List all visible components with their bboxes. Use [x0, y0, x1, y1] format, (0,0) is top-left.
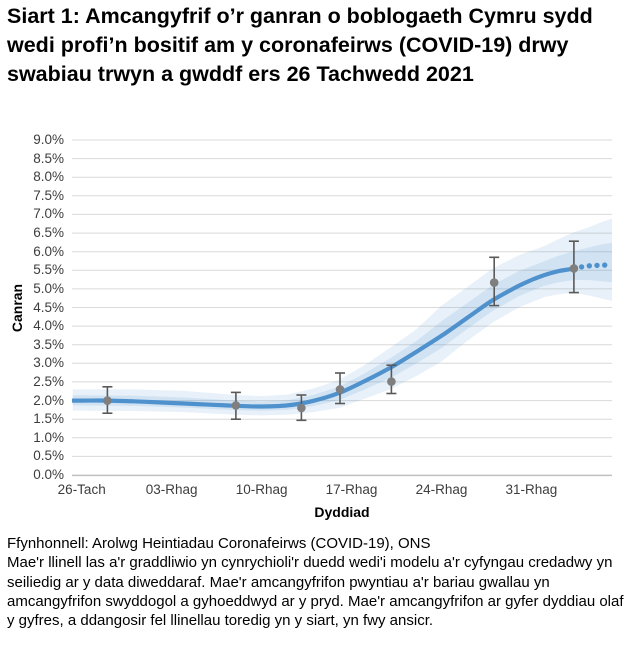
credible-band-outer: [72, 218, 612, 416]
y-tick-label: 0.0%: [33, 467, 64, 482]
plot-svg: [72, 139, 612, 477]
y-tick-label: 1.5%: [33, 411, 64, 427]
x-tick-label: 17-Rhag: [325, 482, 378, 497]
credible-band-inner: [72, 242, 612, 411]
chart-title: Siart 1: Amcangyfrif o’r ganran o boblog…: [7, 4, 593, 86]
y-tick-label: 4.5%: [33, 299, 64, 315]
point-estimate-marker: [103, 396, 112, 405]
y-tick-label: 8.5%: [33, 150, 64, 166]
y-tick-label: 3.5%: [33, 336, 64, 352]
y-tick-label: 7.0%: [33, 206, 64, 222]
y-tick-label: 3.0%: [33, 355, 64, 371]
point-estimate-marker: [231, 401, 241, 410]
source-line: Ffynhonnell: Arolwg Heintiadau Coronafei…: [7, 535, 431, 552]
x-tick-label: 26-Tach: [57, 482, 106, 497]
point-estimate-marker: [569, 264, 579, 273]
y-tick-label: 4.0%: [33, 318, 64, 334]
point-estimate-marker: [335, 385, 345, 394]
point-estimate-marker: [297, 403, 306, 413]
trend-dotted-segment: [602, 262, 608, 268]
point-estimate-marker: [387, 377, 396, 386]
y-tick-label: 5.0%: [33, 280, 64, 296]
y-tick-label: 2.5%: [33, 373, 64, 389]
point-estimate-marker: [489, 278, 499, 287]
x-tick-label: 31-Rhag: [505, 482, 558, 497]
y-tick-label: 6.5%: [33, 225, 64, 241]
y-tick-label: 6.0%: [33, 243, 64, 259]
y-tick-label: 9.0%: [33, 132, 64, 147]
trend-line: [72, 266, 576, 409]
x-axis-title: Dyddiad: [314, 504, 370, 520]
y-tick-label: 8.0%: [33, 169, 64, 185]
footnote: Ffynhonnell: Arolwg Heintiadau Coronafei…: [7, 534, 627, 630]
y-tick-label: 0.5%: [33, 448, 64, 464]
trend-dotted-segment: [578, 264, 585, 270]
x-tick-label: 10-Rhag: [235, 482, 288, 497]
note-text: Mae'r llinell las a'r graddliwio yn cynr…: [7, 554, 624, 630]
y-tick-label: 5.5%: [33, 262, 64, 278]
x-tick-label: 24-Rhag: [415, 482, 468, 497]
y-tick-label: 7.5%: [33, 187, 64, 203]
trend-dotted-segment: [594, 262, 600, 269]
x-tick-label: 03-Rhag: [145, 482, 198, 497]
trend-dotted-segment: [586, 263, 592, 269]
y-tick-label: 2.0%: [33, 392, 64, 408]
y-tick-label: 1.0%: [33, 429, 64, 445]
